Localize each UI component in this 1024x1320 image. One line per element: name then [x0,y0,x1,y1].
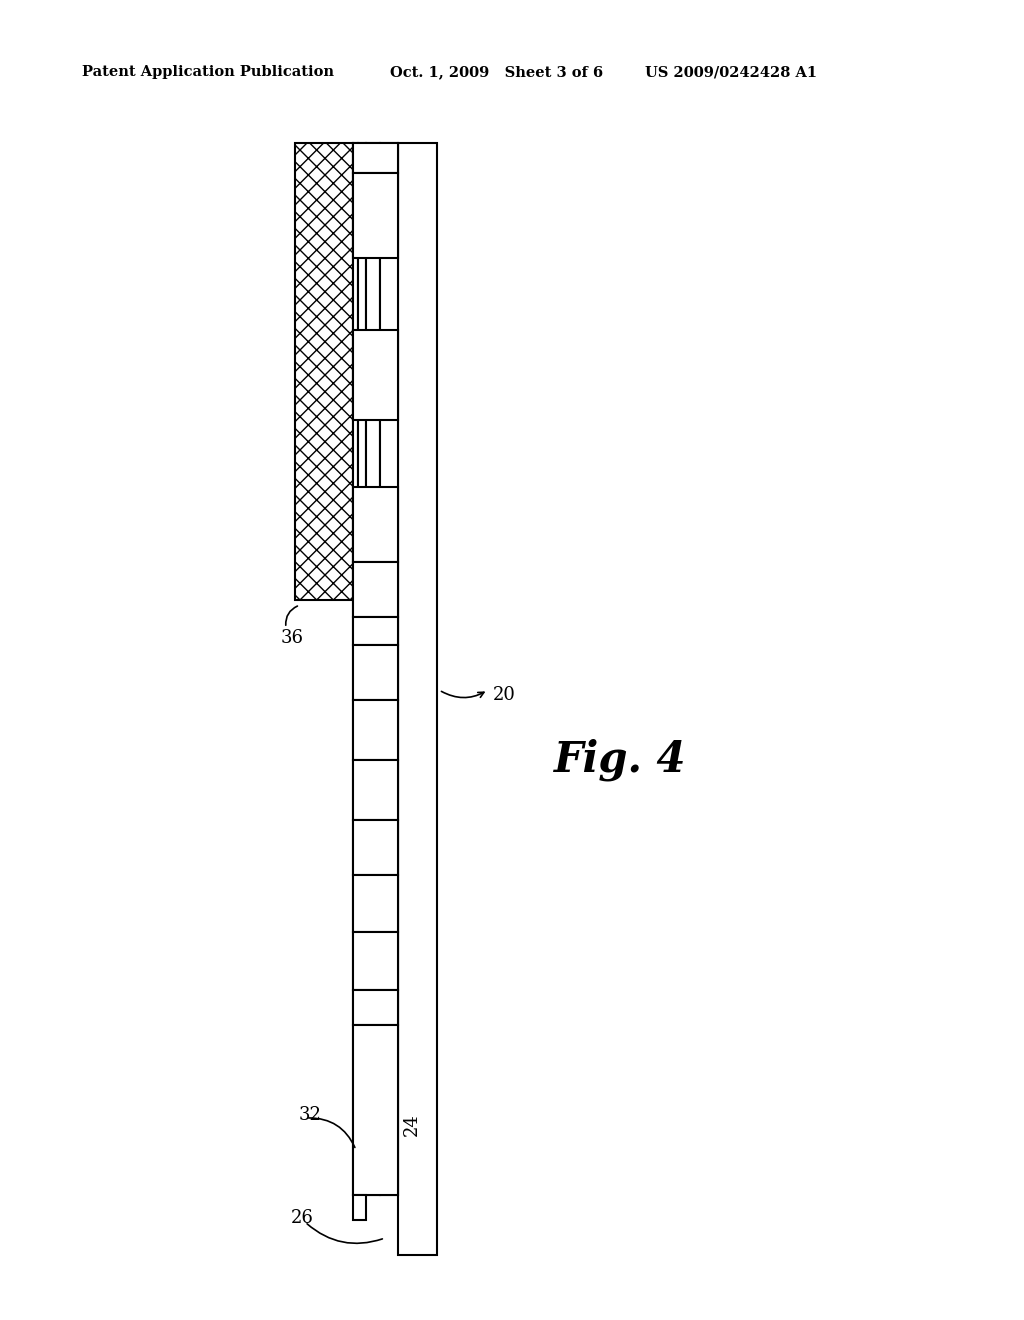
Bar [353,1026,398,1195]
Bar [353,487,398,562]
Text: 24: 24 [403,1114,421,1137]
Bar [353,875,398,932]
Text: Oct. 1, 2009   Sheet 3 of 6: Oct. 1, 2009 Sheet 3 of 6 [390,65,603,79]
Bar [353,330,398,420]
Bar [353,645,398,700]
Text: 26: 26 [291,1209,314,1228]
Text: Fig. 4: Fig. 4 [554,739,686,781]
Bar [366,143,380,1195]
Text: US 2009/0242428 A1: US 2009/0242428 A1 [645,65,817,79]
Bar [380,143,398,1195]
Bar [353,143,398,173]
Bar [398,143,437,1255]
Bar [353,820,398,875]
Bar [353,932,398,990]
Text: 20: 20 [493,686,516,704]
Bar [353,616,398,645]
Bar [295,143,353,601]
Bar [353,562,398,616]
Bar [353,1195,366,1220]
Bar [353,990,398,1026]
Bar [353,173,398,257]
Text: 32: 32 [299,1106,322,1125]
Text: Patent Application Publication: Patent Application Publication [82,65,334,79]
Bar [358,143,366,1195]
Text: 36: 36 [281,630,304,647]
Bar [353,760,398,820]
Bar [353,143,358,1195]
Bar [353,700,398,760]
